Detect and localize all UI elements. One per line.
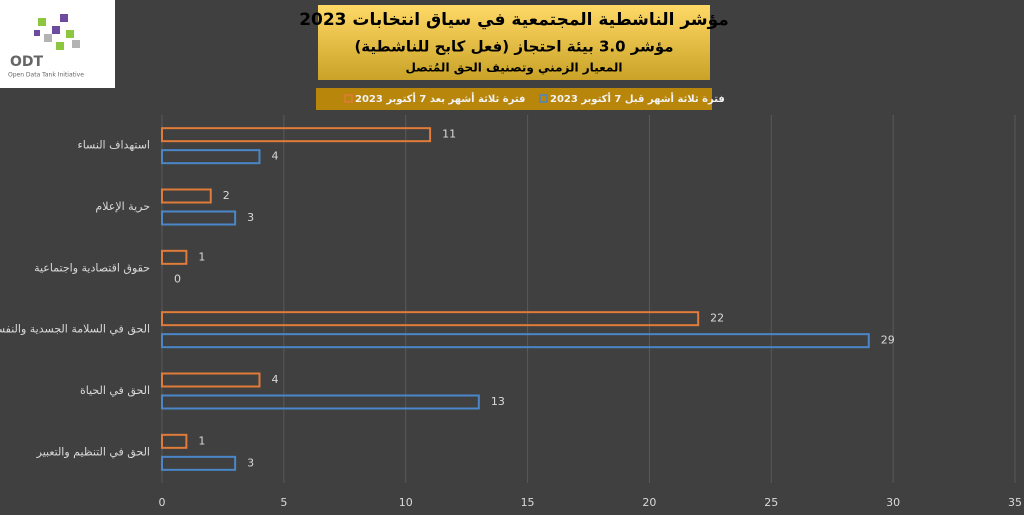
bar <box>161 127 432 143</box>
value-label: 1 <box>198 434 205 447</box>
chart-caption: المعيار الزمني وتصنيف الحق المُتصل <box>405 61 622 76</box>
y-tick-label: استهداف النساء <box>78 139 150 152</box>
value-label: 11 <box>442 128 456 141</box>
bar <box>161 372 261 388</box>
bar <box>161 249 188 265</box>
bar <box>161 149 261 165</box>
value-label: 4 <box>271 150 278 163</box>
value-label: 29 <box>881 334 895 347</box>
title-box <box>318 5 710 80</box>
x-tick-label: 30 <box>886 496 900 509</box>
x-tick-label: 15 <box>521 496 535 509</box>
legend-label: فترة ثلاثة أشهر بعد 7 أكتوبر 2023 <box>355 92 525 105</box>
value-label: 0 <box>174 272 181 285</box>
bar <box>161 455 237 471</box>
x-tick-label: 10 <box>399 496 413 509</box>
value-label: 4 <box>271 373 278 386</box>
logo-subtitle: Open Data Tank Initiative <box>8 72 84 79</box>
bar <box>161 394 480 410</box>
y-tick-label: حقوق اقتصادية واجتماعية <box>34 261 150 274</box>
chart-title: مؤشر الناشطية المجتمعية في سياق انتخابات… <box>299 10 729 30</box>
chart-subtitle: مؤشر 3.0 بيئة احتجاز (فعل كابح للناشطية) <box>354 38 673 56</box>
value-label: 3 <box>247 211 254 224</box>
x-tick-label: 0 <box>159 496 166 509</box>
value-label: 3 <box>247 456 254 469</box>
y-tick-label: الحق في التنظيم والتعبير <box>36 445 150 459</box>
logo-title: ODT <box>10 54 44 70</box>
x-tick-label: 5 <box>280 496 287 509</box>
logo-mark <box>34 14 80 50</box>
y-tick-label: الحق في السلامة الجسدية والنفسية <box>0 323 150 337</box>
x-tick-label: 25 <box>764 496 778 509</box>
value-label: 1 <box>198 250 205 263</box>
value-label: 13 <box>491 395 505 408</box>
value-label: 2 <box>223 189 230 202</box>
bar <box>161 311 700 327</box>
logo: ODT Open Data Tank Initiative <box>0 0 115 88</box>
legend-box <box>316 88 712 110</box>
bar <box>161 333 870 349</box>
value-label: 22 <box>710 312 724 325</box>
bar <box>161 433 188 449</box>
x-tick-label: 35 <box>1008 496 1022 509</box>
y-tick-label: الحق في الحياة <box>80 384 150 398</box>
legend-swatch <box>344 94 353 103</box>
y-tick-label: حرية الإعلام <box>95 200 150 213</box>
legend-swatch <box>539 94 548 103</box>
x-tick-label: 20 <box>642 496 656 509</box>
legend-label: فترة ثلاثة أشهر قبل 7 أكتوبر 2023 <box>550 92 725 105</box>
bar <box>161 188 212 204</box>
bar <box>161 210 237 226</box>
